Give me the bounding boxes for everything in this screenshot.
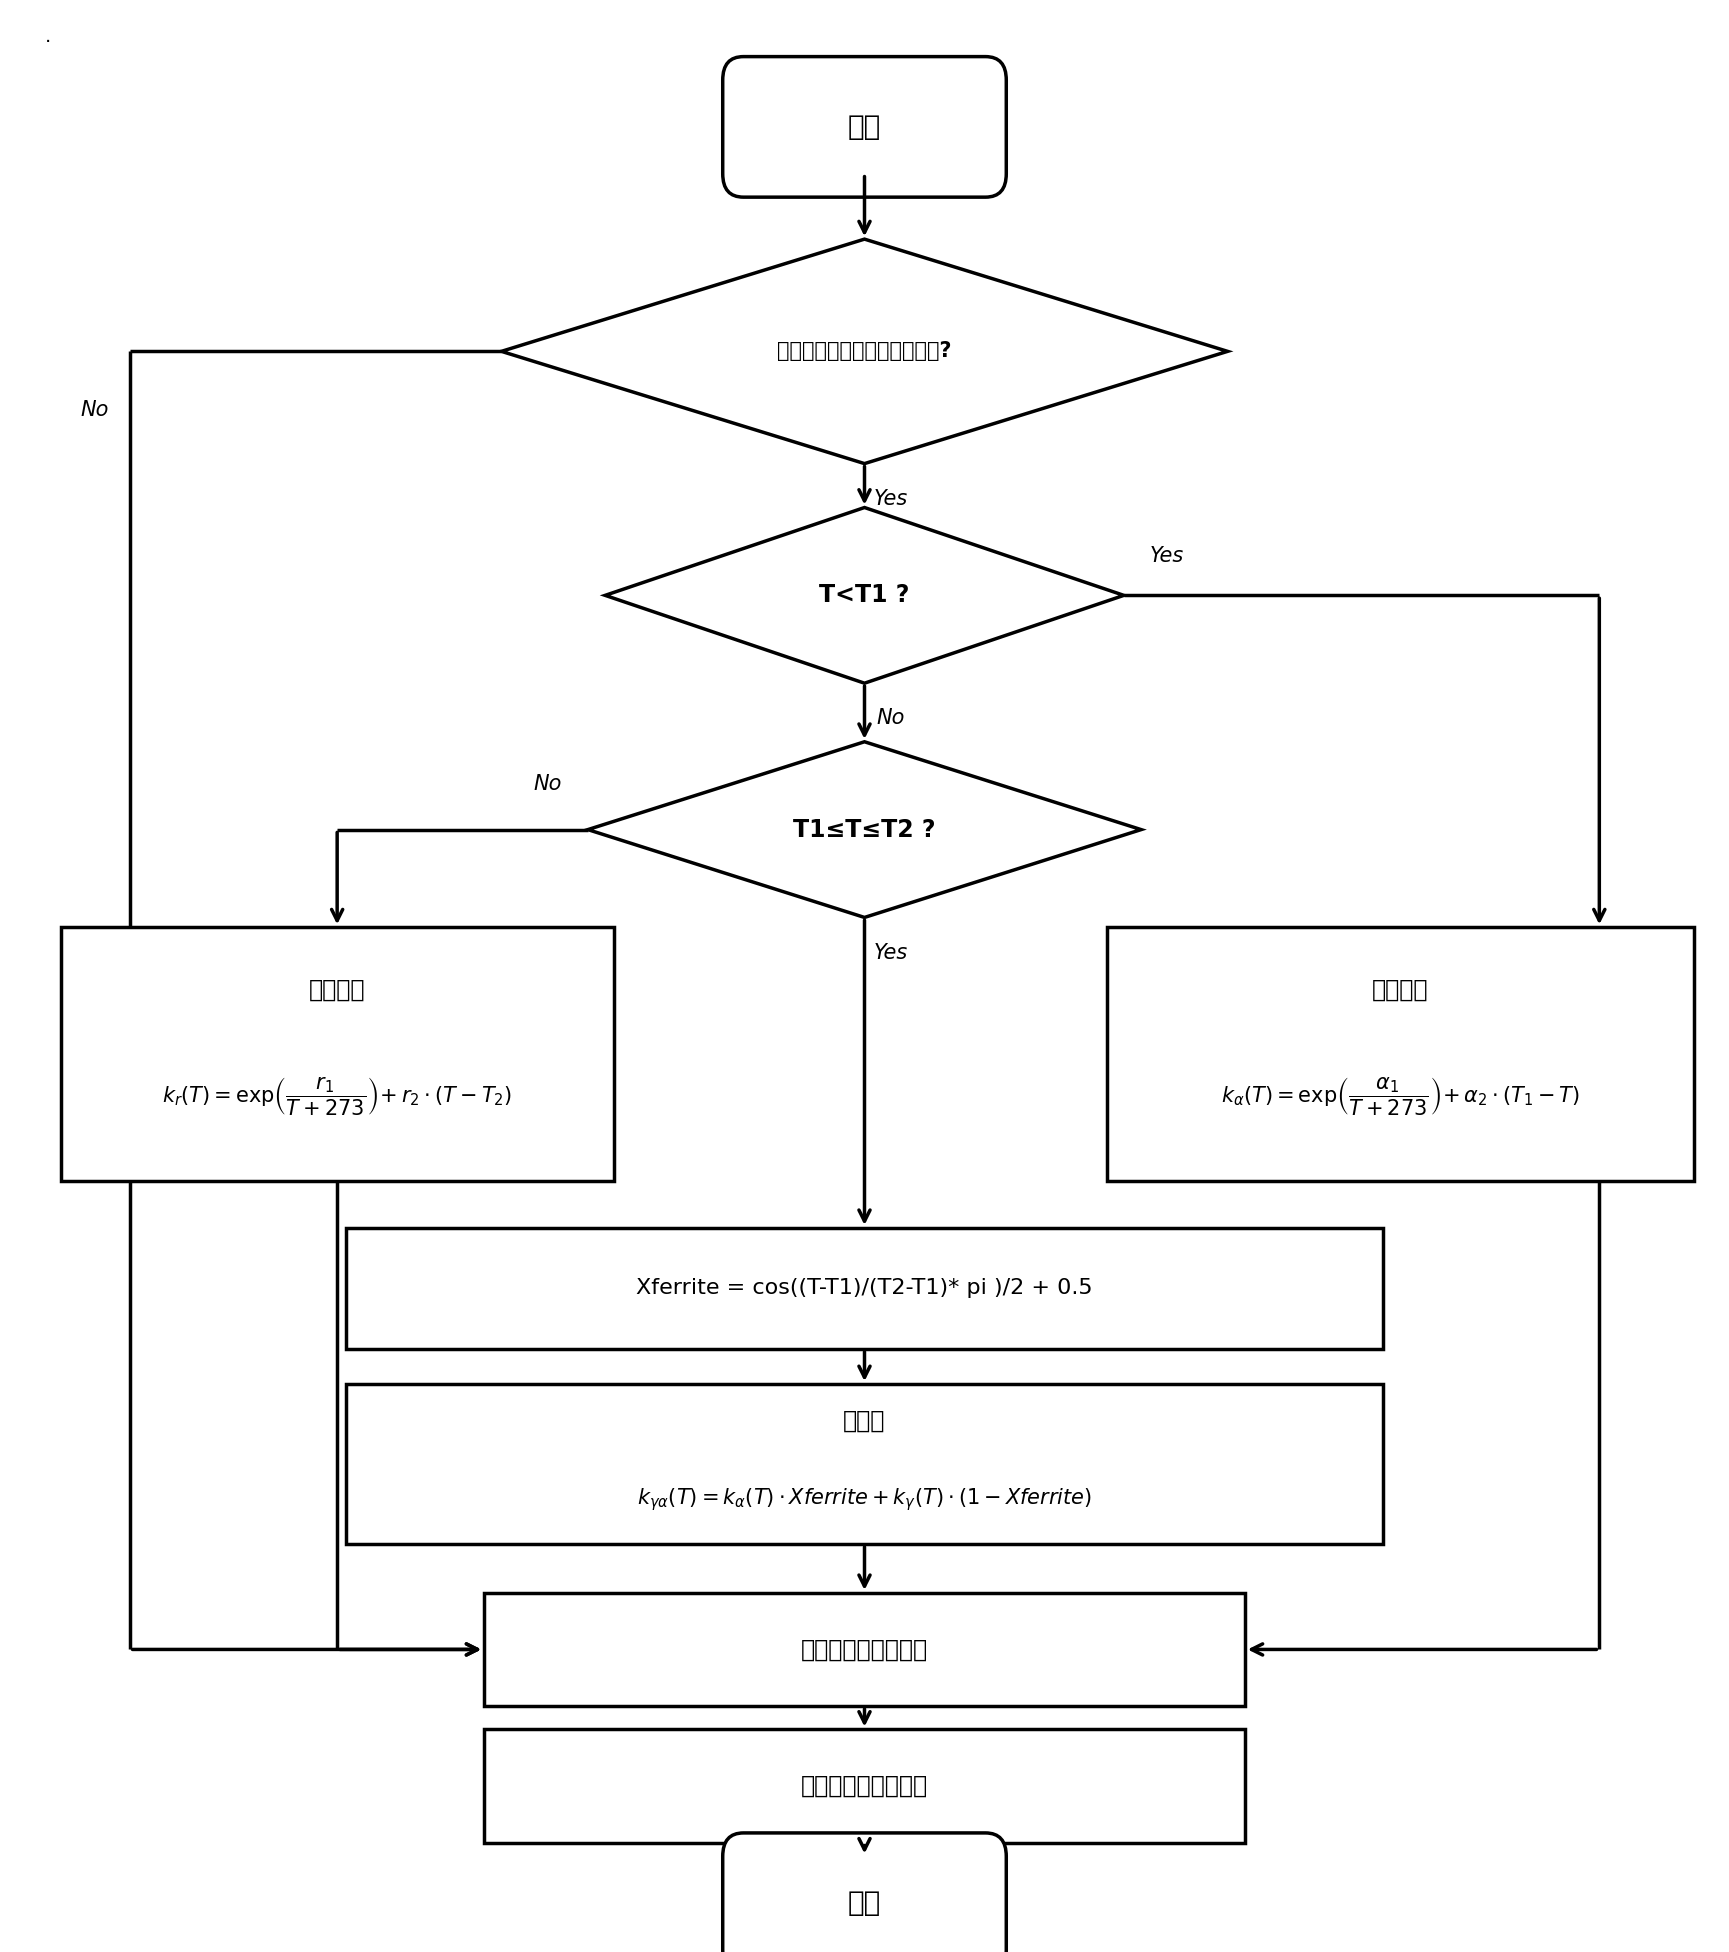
Text: 结束: 结束 [847,1890,882,1917]
Polygon shape [588,742,1141,917]
Text: 计算轧件的变形抗力: 计算轧件的变形抗力 [801,1638,928,1661]
Bar [346,1228,1383,1349]
Text: No: No [534,775,562,794]
Text: Yes: Yes [873,488,908,509]
Text: 双相区: 双相区 [844,1409,885,1433]
Text: 开始: 开始 [847,113,882,141]
Text: $k_\alpha(T)=\exp\!\left(\dfrac{\alpha_1}{T+273}\right)\!+\alpha_2\cdot(T_1-T)$: $k_\alpha(T)=\exp\!\left(\dfrac{\alpha_1… [1221,1076,1580,1118]
Bar [1107,927,1694,1181]
Text: No: No [81,400,109,420]
Bar [484,1593,1245,1706]
Bar [484,1729,1245,1843]
Text: 奥氏体区: 奥氏体区 [309,978,365,1001]
Text: ·: · [45,33,52,53]
FancyBboxPatch shape [723,57,1006,197]
FancyBboxPatch shape [723,1833,1006,1952]
Text: 计算带钢的轧制压力: 计算带钢的轧制压力 [801,1774,928,1798]
Text: Yes: Yes [1150,547,1184,566]
Bar [346,1384,1383,1544]
Text: 铁素体区: 铁素体区 [1373,978,1428,1001]
Text: T1≤T≤T2 ?: T1≤T≤T2 ? [794,818,935,841]
Polygon shape [605,508,1124,683]
Bar [61,927,614,1181]
Text: 带钢在精轧机架是否发生相变?: 带钢在精轧机架是否发生相变? [778,342,951,361]
Text: Yes: Yes [873,943,908,962]
Text: $k_r(T)=\exp\!\left(\dfrac{r_1}{T+273}\right)\!+r_2\cdot(T-T_2)$: $k_r(T)=\exp\!\left(\dfrac{r_1}{T+273}\r… [163,1076,512,1118]
Text: $k_{\gamma\alpha}(T)=k_\alpha(T)\cdot Xferrite+k_\gamma(T)\cdot(1-Xferrite)$: $k_{\gamma\alpha}(T)=k_\alpha(T)\cdot Xf… [636,1485,1093,1513]
Text: Xferrite = cos((T-T1)/(T2-T1)* pi )/2 + 0.5: Xferrite = cos((T-T1)/(T2-T1)* pi )/2 + … [636,1279,1093,1298]
Polygon shape [501,240,1228,465]
Text: T<T1 ?: T<T1 ? [820,584,909,607]
Text: No: No [877,709,904,728]
